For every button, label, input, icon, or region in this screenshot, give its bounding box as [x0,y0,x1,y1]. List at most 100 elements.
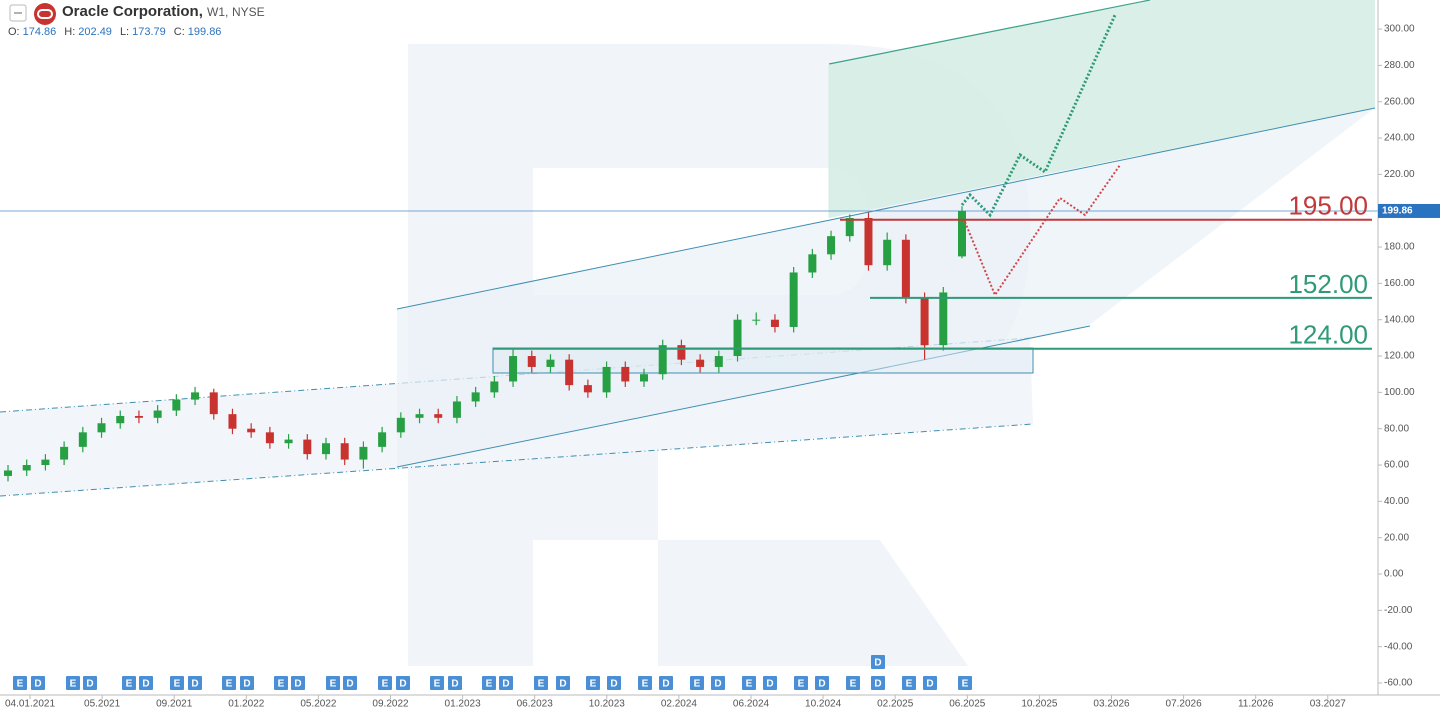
channel-line [0,423,1034,497]
event-marker [958,676,972,690]
forecast-down [964,164,1121,298]
ohlc-label: C: [174,26,185,38]
x-tick-label: 09.2022 [372,699,409,710]
timeframe: W1, [207,5,228,19]
event-marker [871,655,885,669]
event-marker [222,676,236,690]
event-marker [240,676,254,690]
event-marker [556,676,570,690]
event-label: D [399,679,406,690]
event-label: E [330,679,337,690]
candle-body [677,345,686,360]
event-marker [448,676,462,690]
ohlc-value: 173.79 [132,26,166,38]
candle-body [621,366,630,382]
candle-body [789,272,798,327]
event-label: E [226,679,233,690]
event-marker [482,676,496,690]
event-label: D [243,679,250,690]
candle-body [303,439,312,455]
x-tick-label: 10.2024 [805,699,842,710]
y-tick-label: -60.00 [1384,678,1413,689]
event-marker [83,676,97,690]
event-marker [690,676,704,690]
event-marker [902,676,916,690]
candle-body [228,414,237,429]
event-marker [188,676,202,690]
candle-body [546,359,555,367]
event-label: E [126,679,133,690]
x-tick-label: 05.2021 [84,699,121,710]
y-tick-label: 180.00 [1384,242,1415,253]
event-marker [170,676,184,690]
event-marker [794,676,808,690]
y-tick-label: 100.00 [1384,387,1415,398]
event-label: E [538,679,545,690]
candle-body [284,439,293,444]
candle-body [452,401,461,418]
candle-body [116,415,125,424]
event-label: E [17,679,24,690]
event-label: E [174,679,181,690]
candle-body [359,446,368,460]
ohlc-label: H: [64,26,75,38]
y-tick-label: 120.00 [1384,351,1415,362]
channel-line [396,107,1376,310]
candle-body [527,356,536,367]
event-label: E [486,679,493,690]
event-marker [871,676,885,690]
event-marker [534,676,548,690]
event-marker [326,676,340,690]
event-label: D [86,679,93,690]
event-marker [274,676,288,690]
event-label: D [451,679,458,690]
candle-body [22,465,31,471]
event-label: E [382,679,389,690]
candle-body [340,443,349,460]
x-tick-label: 04.01.2021 [5,699,55,710]
event-label: E [278,679,285,690]
y-tick-label: 140.00 [1384,314,1415,325]
candle-body [509,356,518,382]
candle-body [490,381,499,393]
event-marker [31,676,45,690]
x-tick-label: 10.2025 [1021,699,1058,710]
candle-body [658,345,667,375]
x-tick-label: 07.2026 [1166,699,1203,710]
candle-body [845,217,854,237]
y-tick-label: 0.00 [1384,569,1404,580]
candle-body [733,319,742,357]
event-label: D [142,679,149,690]
event-label: D [346,679,353,690]
x-tick-label: 05.2022 [300,699,337,710]
y-tick-label: 260.00 [1384,96,1415,107]
candle-body [808,254,817,273]
candle-body [827,236,836,255]
event-marker [66,676,80,690]
candle-body [434,414,443,418]
event-marker [122,676,136,690]
event-marker [815,676,829,690]
event-marker [430,676,444,690]
event-label: E [694,679,701,690]
event-label: D [766,679,773,690]
event-label: D [714,679,721,690]
candle-body [583,385,592,393]
event-marker [13,676,27,690]
event-label: E [590,679,597,690]
candle-body [265,432,274,444]
event-label: E [642,679,649,690]
event-label: D [34,679,41,690]
x-tick-label: 11.2026 [1238,699,1274,710]
x-tick-label: 06.2024 [733,699,770,710]
candle-body [901,239,910,298]
event-marker [711,676,725,690]
y-tick-label: 80.00 [1384,423,1409,434]
level-label: 195.00 [1288,191,1368,221]
y-tick-label: -20.00 [1384,605,1413,616]
candle-body [322,443,330,455]
event-marker [343,676,357,690]
y-tick-label: -40.00 [1384,641,1413,652]
candle-body [471,392,480,402]
event-marker [378,676,392,690]
